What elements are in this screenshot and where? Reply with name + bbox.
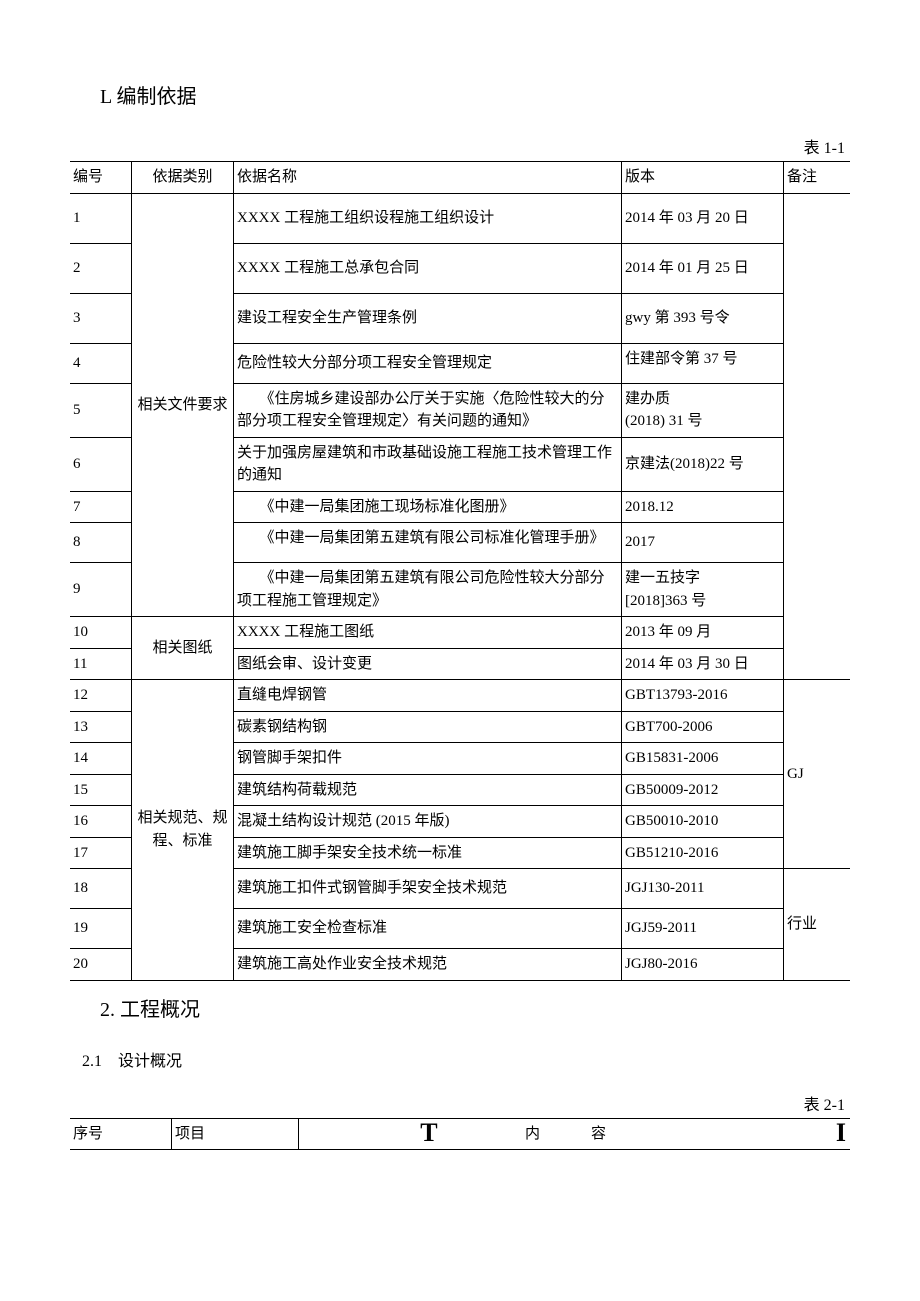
cell-name: 《住房城乡建设部办公厅关于实施〈危险性较大的分部分项工程安全管理规定〉有关问题的… <box>234 383 622 437</box>
cell-type-group2: 相关图纸 <box>132 617 234 680</box>
table-row: 12 相关规范、规程、标准 直缝电焊钢管 GBT13793-2016 GJ <box>70 680 850 712</box>
cell-num: 10 <box>70 617 132 649</box>
header-num: 编号 <box>70 162 132 194</box>
cell-num: 12 <box>70 680 132 712</box>
cell-ver: 2018.12 <box>622 491 784 523</box>
cell-num: 2 <box>70 243 132 293</box>
cell-name: 建筑施工扣件式钢管脚手架安全技术规范 <box>234 869 622 909</box>
cell-name: 建筑施工安全检查标准 <box>234 909 622 949</box>
header-type: 依据类别 <box>132 162 234 194</box>
cell-num: 8 <box>70 523 132 563</box>
cell-name: 碳素钢结构钢 <box>234 711 622 743</box>
table-overview: 序号 项目 T 内 容 I <box>70 1118 850 1151</box>
cell-ver: 2014 年 03 月 20 日 <box>622 193 784 243</box>
cell-num: 6 <box>70 437 132 491</box>
table-basis: 编号 依据类别 依据名称 版本 备注 1 相关文件要求 XXXX 工程施工组织设… <box>70 161 850 981</box>
cell-num: 4 <box>70 343 132 383</box>
cell-num: 17 <box>70 837 132 869</box>
cell-ver: GBT700-2006 <box>622 711 784 743</box>
cell-num: 13 <box>70 711 132 743</box>
cell-note-blank <box>784 193 851 680</box>
cell-ver: 2013 年 09 月 <box>622 617 784 649</box>
cell-num: 3 <box>70 293 132 343</box>
cell-ver: JGJ130-2011 <box>622 869 784 909</box>
header2-item: 项目 <box>172 1118 299 1150</box>
cell-num: 9 <box>70 563 132 617</box>
cell-num: 5 <box>70 383 132 437</box>
header-note: 备注 <box>784 162 851 194</box>
cell-ver: GB51210-2016 <box>622 837 784 869</box>
cell-name: 关于加强房屋建筑和市政基础设施工程施工技术管理工作的通知 <box>234 437 622 491</box>
cell-num: 16 <box>70 806 132 838</box>
table-header-row: 编号 依据类别 依据名称 版本 备注 <box>70 162 850 194</box>
header2-content: T 内 容 I <box>299 1118 851 1150</box>
cell-ver: 2017 <box>622 523 784 563</box>
cell-num: 20 <box>70 949 132 981</box>
cell-name: 混凝土结构设计规范 (2015 年版) <box>234 806 622 838</box>
cell-name: XXXX 工程施工图纸 <box>234 617 622 649</box>
cell-ver: gwy 第 393 号令 <box>622 293 784 343</box>
cell-name: 建筑施工高处作业安全技术规范 <box>234 949 622 981</box>
cell-ver: GB15831-2006 <box>622 743 784 775</box>
cell-type-group1: 相关文件要求 <box>132 193 234 617</box>
cell-ver: 2014 年 01 月 25 日 <box>622 243 784 293</box>
cell-num: 1 <box>70 193 132 243</box>
cell-num: 11 <box>70 648 132 680</box>
cell-name: 建筑施工脚手架安全技术统一标准 <box>234 837 622 869</box>
cell-name: XXXX 工程施工总承包合同 <box>234 243 622 293</box>
table-row: 1 相关文件要求 XXXX 工程施工组织设程施工组织设计 2014 年 03 月… <box>70 193 850 243</box>
table-2-label: 表 2-1 <box>70 1091 845 1115</box>
table2-header-row: 序号 项目 T 内 容 I <box>70 1118 850 1150</box>
cell-ver: JGJ80-2016 <box>622 949 784 981</box>
cell-ver: GB50009-2012 <box>622 774 784 806</box>
cell-name: 《中建一局集团施工现场标准化图册》 <box>234 491 622 523</box>
cell-num: 15 <box>70 774 132 806</box>
cell-ver: 建一五技字 [2018]363 号 <box>622 563 784 617</box>
cell-name: XXXX 工程施工组织设程施工组织设计 <box>234 193 622 243</box>
cell-ver: 建办质 (2018) 31 号 <box>622 383 784 437</box>
cell-name: 《中建一局集团第五建筑有限公司标准化管理手册》 <box>234 523 622 563</box>
cell-ver: 京建法(2018)22 号 <box>622 437 784 491</box>
cell-num: 18 <box>70 869 132 909</box>
cell-ver: 2014 年 03 月 30 日 <box>622 648 784 680</box>
section-1-title: L 编制依据 <box>100 80 850 109</box>
cell-name: 直缝电焊钢管 <box>234 680 622 712</box>
cell-note-hy: 行业 <box>784 869 851 981</box>
cell-name: 危险性较大分部分项工程安全管理规定 <box>234 343 622 383</box>
cell-ver: GBT13793-2016 <box>622 680 784 712</box>
section-2-subtitle: 2.1 设计概况 <box>82 1047 850 1071</box>
cell-ver: 住建部令第 37 号 <box>622 343 784 383</box>
cell-num: 7 <box>70 491 132 523</box>
decorative-i: I <box>836 1113 846 1152</box>
cell-ver: GB50010-2010 <box>622 806 784 838</box>
cell-name: 建筑结构荷载规范 <box>234 774 622 806</box>
cell-name: 图纸会审、设计变更 <box>234 648 622 680</box>
decorative-t: T <box>420 1113 437 1152</box>
header2-content-text: 内 容 <box>525 1126 624 1142</box>
header2-num: 序号 <box>70 1118 172 1150</box>
section-2-title: 2. 工程概况 <box>100 993 850 1022</box>
table-row: 10 相关图纸 XXXX 工程施工图纸 2013 年 09 月 <box>70 617 850 649</box>
header-ver: 版本 <box>622 162 784 194</box>
cell-type-group3: 相关规范、规程、标准 <box>132 680 234 981</box>
cell-name: 钢管脚手架扣件 <box>234 743 622 775</box>
cell-note-gj: GJ <box>784 680 851 869</box>
header-name: 依据名称 <box>234 162 622 194</box>
cell-name: 《中建一局集团第五建筑有限公司危险性较大分部分项工程施工管理规定》 <box>234 563 622 617</box>
table-1-label: 表 1-1 <box>70 134 845 158</box>
cell-name: 建设工程安全生产管理条例 <box>234 293 622 343</box>
cell-ver: JGJ59-2011 <box>622 909 784 949</box>
cell-num: 19 <box>70 909 132 949</box>
cell-num: 14 <box>70 743 132 775</box>
